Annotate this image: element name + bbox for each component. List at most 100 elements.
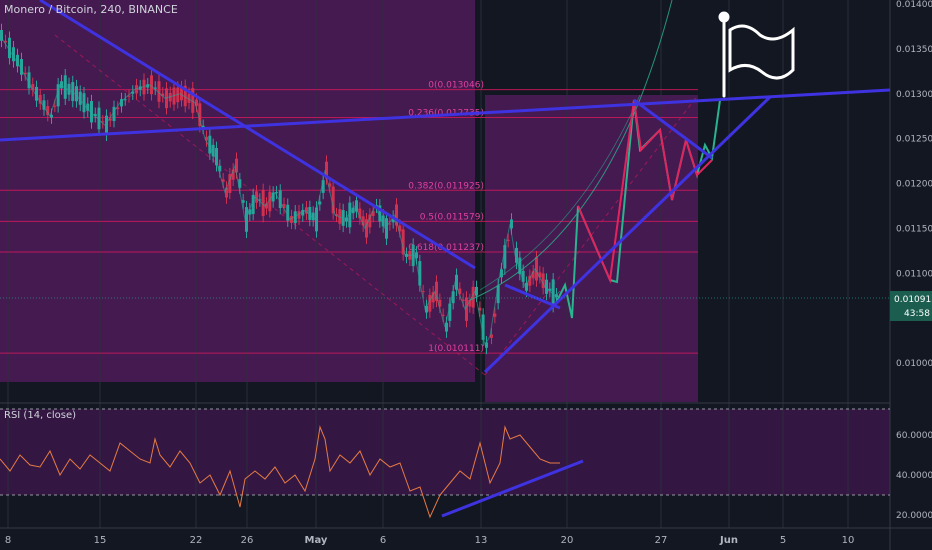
candle-body: [231, 169, 235, 180]
rsi-axis-labels: 60.0000 40.0000 20.0000: [896, 431, 932, 521]
x-tick-label: 20: [561, 535, 574, 546]
rsi-divergence-line: [441, 459, 584, 518]
candle-body: [297, 211, 301, 219]
candle-body: [305, 207, 308, 214]
x-tick-label: 6: [380, 535, 386, 546]
candle-body: [183, 85, 187, 107]
candle-body: [23, 72, 27, 75]
candle-body: [445, 322, 448, 332]
fib-label: 0(0.013046): [428, 81, 484, 91]
fib-label: 1(0.010111): [428, 344, 484, 354]
candle-body: [518, 257, 522, 275]
rsi-tick-label: 60.0000: [896, 431, 932, 441]
candle-body: [355, 200, 358, 212]
candle-body: [8, 37, 11, 59]
candle-body: [311, 212, 315, 221]
candle-body: [541, 273, 545, 289]
candle-body: [496, 285, 500, 304]
candle-body: [308, 207, 312, 220]
y-tick-label: 0.010000: [896, 359, 932, 369]
candle-body: [286, 204, 290, 221]
candle-body: [27, 72, 31, 89]
candle-body: [127, 95, 131, 97]
candle-body: [538, 272, 542, 278]
candle-body: [435, 281, 438, 301]
candle-body: [211, 144, 215, 157]
candle-body: [458, 288, 462, 294]
candle-body: [358, 208, 362, 219]
candle-body: [361, 216, 365, 226]
candle-body: [331, 186, 335, 214]
candle-body: [241, 200, 245, 203]
countdown-value: 43:58: [904, 309, 930, 319]
candle-body: [20, 59, 23, 75]
candle-body: [215, 147, 218, 166]
chart-title: Monero / Bitcoin, 240, BINANCE: [4, 3, 178, 16]
candle-body: [500, 269, 503, 278]
candle-body: [275, 192, 278, 194]
candle-body: [4, 40, 7, 43]
candle-body: [455, 274, 458, 290]
candle-body: [381, 215, 385, 227]
candle-body: [321, 180, 325, 193]
candle-body: [293, 211, 297, 224]
candle-body: [108, 118, 112, 121]
x-tick-label: 26: [241, 535, 254, 546]
candle-body: [438, 299, 442, 307]
candle-body: [515, 247, 518, 263]
candle-body: [471, 286, 475, 308]
candle-body: [208, 135, 212, 154]
rsi-band: [0, 409, 890, 495]
trendline-resistance-top: [0, 88, 891, 142]
candle-body: [531, 271, 535, 279]
candle-body: [191, 88, 195, 113]
candle-body: [97, 107, 101, 130]
trendline-wedge-lower: [504, 283, 561, 310]
candle-body: [451, 291, 455, 304]
forecast-down-path: [577, 99, 713, 284]
growth-arc: [469, 0, 673, 301]
candle-body: [157, 81, 161, 102]
candle-body: [35, 86, 38, 101]
candle-body: [475, 286, 478, 296]
candle-body: [338, 209, 342, 224]
trendline-descending: [39, 0, 476, 270]
diagonal-guide-2: [484, 94, 699, 376]
candle-body: [335, 214, 338, 216]
candle-body: [395, 204, 398, 226]
candle-body: [391, 216, 395, 223]
candle-body: [478, 307, 482, 311]
candle-body: [401, 229, 405, 255]
candle-body: [82, 93, 86, 113]
candle-body: [493, 313, 497, 317]
fib-label: 0.5(0.011579): [420, 212, 484, 222]
candle-body: [16, 54, 19, 67]
fib-label: 0.618(0.011237): [408, 243, 484, 253]
candle-body: [42, 100, 46, 110]
candle-body: [198, 103, 202, 127]
candle-body: [50, 114, 53, 118]
candle-body: [251, 194, 255, 215]
candle-body: [388, 223, 392, 225]
candle-body: [551, 279, 555, 307]
candle-body: [341, 210, 345, 226]
growth-arc-2: [479, 94, 641, 291]
candle-body: [428, 294, 432, 312]
candle-body: [221, 179, 225, 182]
price-pane-zone-left: [0, 0, 475, 382]
candle-body: [461, 299, 465, 301]
candle-body: [86, 103, 90, 111]
x-tick-label: May: [305, 535, 328, 546]
candle-body: [205, 136, 208, 141]
candle-body: [12, 47, 15, 62]
candle-body: [150, 75, 153, 95]
candle-body: [385, 218, 388, 239]
candle-body: [123, 99, 127, 101]
rsi-title: RSI (14, close): [4, 410, 77, 421]
candle-body: [282, 203, 286, 208]
candle-body: [351, 207, 355, 214]
